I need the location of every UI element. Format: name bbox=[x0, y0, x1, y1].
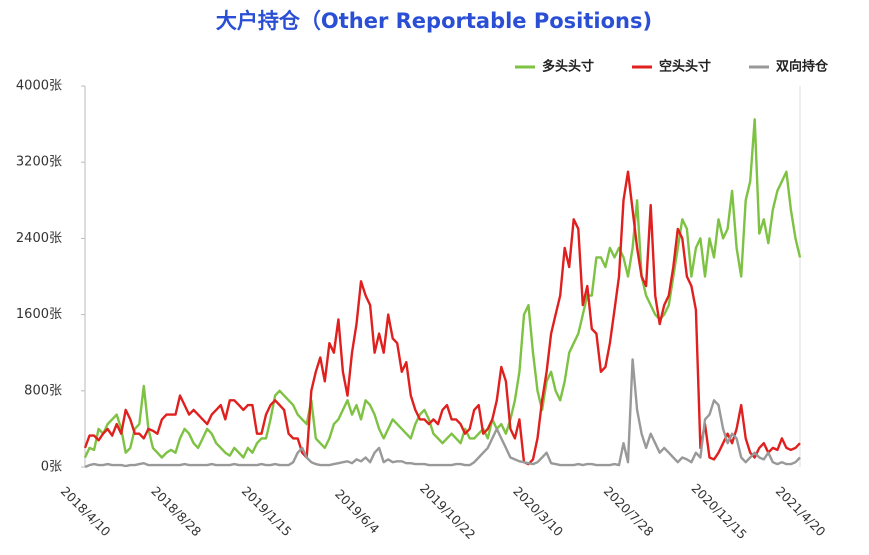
x-tick-label: 2019/1/15 bbox=[239, 483, 295, 539]
y-tick-label: 4000张 bbox=[16, 79, 62, 94]
legend-label: 空头头寸 bbox=[659, 59, 711, 75]
x-tick-label: 2020/12/15 bbox=[688, 481, 750, 543]
series-line bbox=[83, 170, 801, 466]
chart-title: 大户持仓（Other Reportable Positions) bbox=[216, 9, 652, 33]
y-tick-label: 800张 bbox=[24, 383, 62, 398]
y-tick-label: 1600张 bbox=[16, 307, 62, 322]
x-tick-label: 2020/3/10 bbox=[510, 483, 566, 539]
x-tick-label: 2021/4/20 bbox=[773, 483, 829, 539]
x-tick-label: 2020/7/28 bbox=[601, 483, 657, 539]
legend-label: 双向持仓 bbox=[776, 59, 829, 75]
series-line bbox=[84, 358, 801, 469]
series-line bbox=[83, 118, 802, 459]
x-tick-label: 2018/8/28 bbox=[148, 483, 204, 539]
y-tick-label: 2400张 bbox=[16, 231, 62, 246]
x-tick-label: 2019/6/4 bbox=[332, 486, 382, 536]
x-tick-label: 2019/10/22 bbox=[417, 481, 479, 543]
x-tick-label: 2018/4/10 bbox=[58, 483, 114, 539]
legend-label: 多头头寸 bbox=[542, 59, 594, 75]
y-tick-label: 3200张 bbox=[16, 155, 62, 170]
y-tick-label: 0张 bbox=[41, 460, 62, 475]
